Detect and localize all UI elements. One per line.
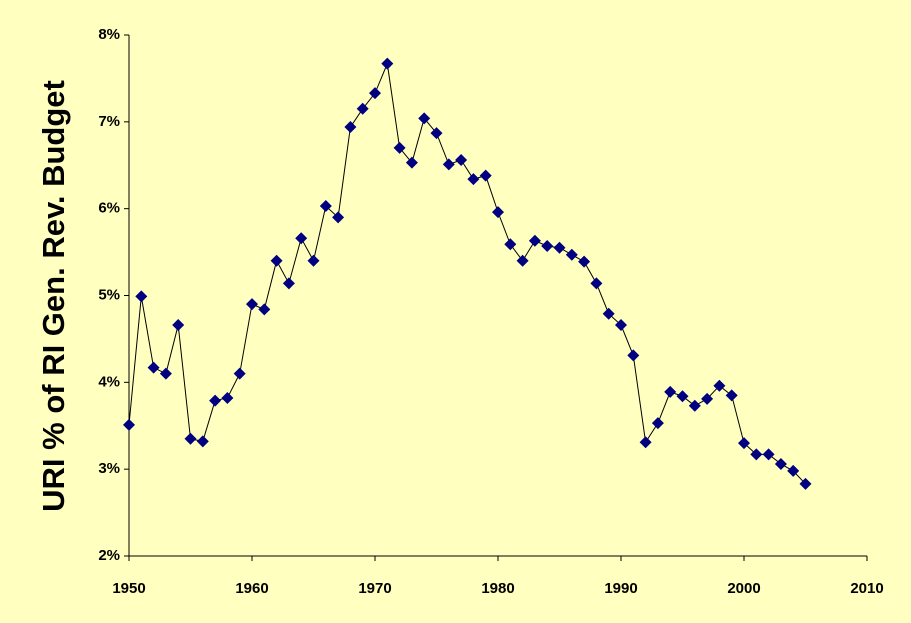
data-point [455, 154, 468, 167]
data-point [356, 102, 369, 115]
data-point [209, 394, 222, 407]
data-point [750, 448, 763, 461]
y-tick-label: 4% [98, 373, 120, 390]
data-point [467, 173, 480, 186]
data-point [246, 298, 258, 311]
data-point [393, 141, 406, 154]
data-point [627, 349, 640, 362]
data-point [590, 277, 603, 290]
data-point [159, 367, 172, 380]
data-point [369, 87, 381, 100]
y-tick-label: 5% [98, 286, 120, 303]
data-point [381, 57, 394, 70]
data-point [676, 390, 689, 403]
data-point [282, 277, 295, 290]
data-point [295, 232, 308, 245]
data-point [787, 464, 800, 477]
data-point [172, 319, 185, 332]
data-point [774, 457, 787, 470]
data-point [123, 418, 135, 431]
data-point [553, 241, 566, 254]
data-point [344, 121, 357, 134]
x-tick-label: 1960 [235, 580, 268, 597]
data-point [725, 389, 738, 402]
data-point [147, 361, 160, 374]
data-point [615, 319, 627, 332]
data-point [565, 248, 578, 261]
data-point [196, 435, 209, 448]
data-point [762, 448, 775, 461]
x-tick-label: 1980 [481, 580, 514, 597]
data-point [270, 254, 283, 267]
data-point [135, 290, 148, 303]
data-point [701, 392, 714, 405]
data-point [221, 391, 234, 404]
y-tick-label: 3% [98, 460, 120, 477]
data-point [516, 254, 529, 267]
y-tick-label: 6% [98, 200, 120, 217]
data-point [504, 238, 517, 251]
data-point [307, 254, 320, 267]
data-point [442, 158, 455, 171]
data-point [541, 240, 554, 253]
data-point [492, 206, 504, 219]
data-point [664, 385, 677, 398]
y-axis-title: URI % of RI Gen. Rev. Budget [36, 80, 71, 512]
y-tick-label: 8% [98, 26, 120, 43]
x-tick-label: 1950 [112, 580, 145, 597]
data-point [184, 432, 197, 445]
data-point [602, 307, 615, 320]
data-point [528, 234, 541, 247]
data-point [799, 477, 812, 490]
data-point [332, 211, 345, 224]
data-point [405, 156, 418, 169]
x-tick-label: 2000 [727, 580, 760, 597]
x-tick-label: 2010 [850, 580, 883, 597]
data-point [738, 437, 750, 450]
data-point [479, 169, 492, 182]
data-point [578, 255, 591, 268]
data-point [258, 303, 271, 316]
x-tick-label: 1970 [358, 580, 391, 597]
data-point [688, 399, 701, 412]
y-tick-label: 7% [98, 113, 120, 130]
data-point [639, 436, 652, 449]
data-point [233, 367, 246, 380]
data-point [430, 127, 443, 140]
data-point [713, 379, 726, 392]
y-tick-label: 2% [98, 547, 120, 564]
data-point [418, 112, 431, 125]
x-tick-label: 1990 [604, 580, 637, 597]
data-point [651, 417, 664, 430]
data-point [319, 200, 332, 213]
